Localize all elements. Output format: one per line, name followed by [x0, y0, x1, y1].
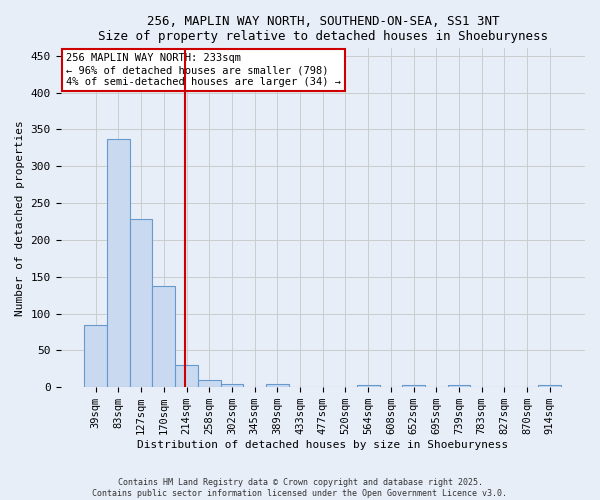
Bar [152, 286, 175, 387]
Bar [266, 384, 289, 387]
Text: 256 MAPLIN WAY NORTH: 233sqm
← 96% of detached houses are smaller (798)
4% of se: 256 MAPLIN WAY NORTH: 233sqm ← 96% of de… [66, 54, 341, 86]
Bar [448, 385, 470, 387]
Bar [130, 220, 152, 387]
Bar [85, 324, 107, 387]
Bar [221, 384, 243, 387]
Y-axis label: Number of detached properties: Number of detached properties [15, 120, 25, 316]
Text: Contains HM Land Registry data © Crown copyright and database right 2025.
Contai: Contains HM Land Registry data © Crown c… [92, 478, 508, 498]
Bar [538, 385, 561, 387]
Bar [402, 385, 425, 387]
Title: 256, MAPLIN WAY NORTH, SOUTHEND-ON-SEA, SS1 3NT
Size of property relative to det: 256, MAPLIN WAY NORTH, SOUTHEND-ON-SEA, … [98, 15, 548, 43]
X-axis label: Distribution of detached houses by size in Shoeburyness: Distribution of detached houses by size … [137, 440, 508, 450]
Bar [107, 139, 130, 387]
Bar [357, 385, 380, 387]
Bar [198, 380, 221, 387]
Bar [175, 365, 198, 387]
